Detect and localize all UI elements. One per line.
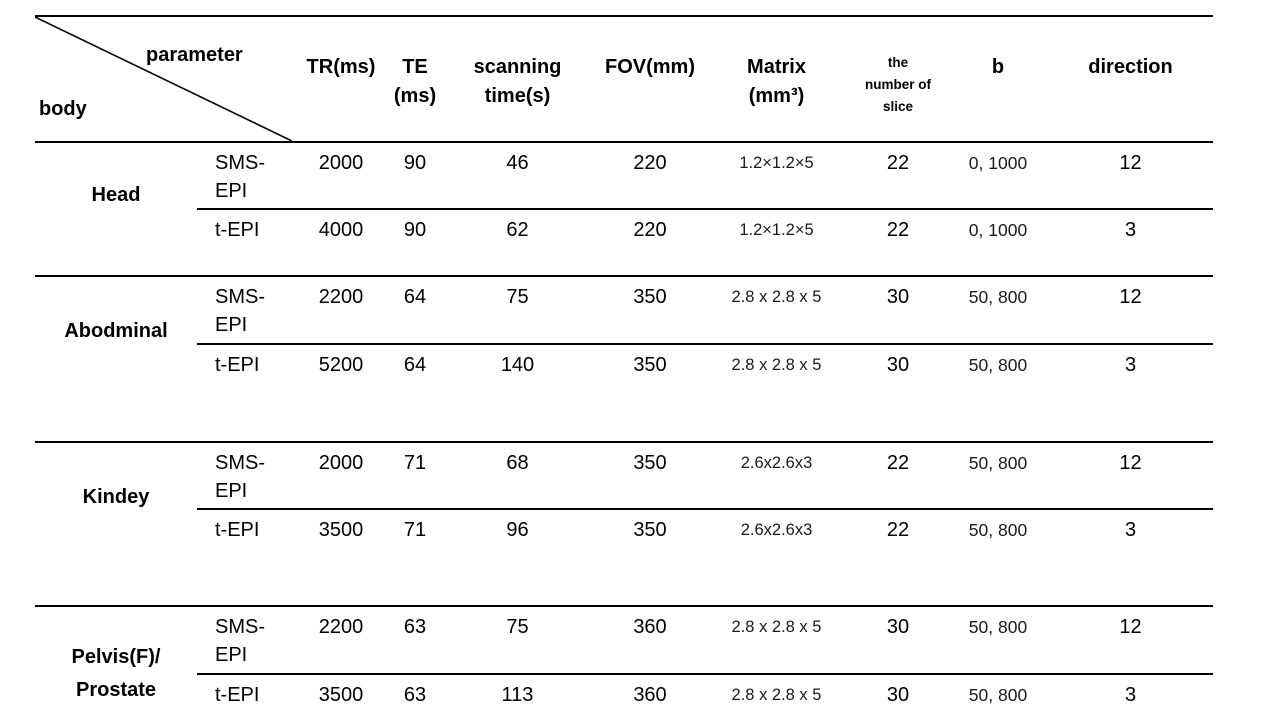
corner-cell: parameter body <box>35 15 292 143</box>
cell-fov: 350 <box>595 345 705 443</box>
cell-tr: 2000 <box>292 143 390 210</box>
diagonal-line <box>35 17 292 141</box>
cell-slices: 22 <box>848 210 948 277</box>
cell-matrix: 2.6x2.6x3 <box>705 443 848 510</box>
body-label-pelvis-prostate: Pelvis(F)/Prostate <box>71 646 161 701</box>
body-label-head: Head <box>35 143 197 277</box>
cell-tr: 2200 <box>292 607 390 675</box>
cell-b-value: 50, 800 <box>948 277 1048 345</box>
cell-sequence: t-EPI <box>197 210 292 277</box>
cell-te: 71 <box>390 443 440 510</box>
cell-sequence: t-EPI <box>197 510 292 607</box>
cell-slices: 22 <box>848 443 948 510</box>
parameter-table: parameter body TR(ms) TE (ms) scanning tim… <box>35 15 1213 720</box>
cell-fov: 220 <box>595 210 705 277</box>
cell-slices: 22 <box>848 510 948 607</box>
cell-b-value: 0, 1000 <box>948 143 1048 210</box>
cell-b-value: 0, 1000 <box>948 210 1048 277</box>
cell-slices: 30 <box>848 277 948 345</box>
header-fov: FOV(mm) <box>595 15 705 143</box>
cell-direction: 12 <box>1048 143 1213 210</box>
cell-sequence: SMS- EPI <box>197 277 292 345</box>
cell-direction: 3 <box>1048 345 1213 443</box>
cell-scanning-time: 75 <box>440 607 595 675</box>
cell-b-value: 50, 800 <box>948 443 1048 510</box>
cell-fov: 350 <box>595 277 705 345</box>
cell-te: 63 <box>390 607 440 675</box>
cell-b-value: 50, 800 <box>948 510 1048 607</box>
cell-te: 71 <box>390 510 440 607</box>
cell-sequence: SMS- EPI <box>197 607 292 675</box>
cell-matrix: 2.8 x 2.8 x 5 <box>731 686 822 704</box>
cell-matrix: 2.6x2.6x3 <box>705 510 848 607</box>
cell-direction: 12 <box>1048 277 1213 345</box>
cell-sequence: t-EPI <box>215 684 260 706</box>
cell-fov: 360 <box>633 684 667 706</box>
cell-scanning-time: 62 <box>440 210 595 277</box>
cell-matrix: 1.2×1.2×5 <box>705 143 848 210</box>
cell-scanning-time: 96 <box>440 510 595 607</box>
cell-tr: 4000 <box>292 210 390 277</box>
cell-fov: 360 <box>595 607 705 675</box>
cell-te: 63 <box>403 684 427 706</box>
body-label-kindey: Kindey <box>35 443 197 607</box>
cell-tr: 3500 <box>292 510 390 607</box>
cell-b-value: 50, 800 <box>948 345 1048 443</box>
cell-direction: 3 <box>1048 210 1213 277</box>
cell-scanning-time: 75 <box>440 277 595 345</box>
header-matrix: Matrix (mm³) <box>705 15 848 143</box>
cell-slices: 22 <box>848 143 948 210</box>
cell-te: 64 <box>390 345 440 443</box>
header-number-of-slice: the number of slice <box>848 15 948 143</box>
cell-fov: 350 <box>595 510 705 607</box>
cell-direction: 3 <box>1048 510 1213 607</box>
cell-te: 90 <box>390 143 440 210</box>
cell-matrix: 2.8 x 2.8 x 5 <box>705 277 848 345</box>
cell-tr: 2200 <box>292 277 390 345</box>
cell-b-value: 50, 800 <box>968 685 1028 705</box>
corner-parameter-label: parameter <box>146 44 243 66</box>
cell-sequence: SMS- EPI <box>197 443 292 510</box>
cell-slices: 30 <box>848 345 948 443</box>
body-label-abodminal: Abodminal <box>35 277 197 443</box>
cell-scanning-time: 113 <box>501 684 534 706</box>
header-scanning-time: scanning time(s) <box>440 15 595 143</box>
cell-slices: 30 <box>848 607 948 675</box>
cell-matrix: 2.8 x 2.8 x 5 <box>705 345 848 443</box>
cell-tr: 2000 <box>292 443 390 510</box>
cell-scanning-time: 140 <box>440 345 595 443</box>
cell-slices: 30 <box>886 684 910 706</box>
cell-tr: 5200 <box>292 345 390 443</box>
cell-b-value: 50, 800 <box>948 607 1048 675</box>
header-direction: direction <box>1048 15 1213 143</box>
cell-fov: 220 <box>595 143 705 210</box>
cell-fov: 350 <box>595 443 705 510</box>
cell-tr: 3500 <box>318 684 364 706</box>
cell-sequence: t-EPI <box>197 345 292 443</box>
cell-te: 90 <box>390 210 440 277</box>
cell-matrix: 2.8 x 2.8 x 5 <box>705 607 848 675</box>
cell-scanning-time: 68 <box>440 443 595 510</box>
header-b-value: b <box>948 15 1048 143</box>
corner-body-label: body <box>39 98 87 120</box>
cell-direction: 12 <box>1048 607 1213 675</box>
header-te: TE (ms) <box>390 15 440 143</box>
header-tr: TR(ms) <box>292 15 390 143</box>
cell-direction: 12 <box>1048 443 1213 510</box>
cell-sequence: SMS- EPI <box>197 143 292 210</box>
cell-direction: 3 <box>1124 684 1137 706</box>
cell-matrix: 1.2×1.2×5 <box>705 210 848 277</box>
cell-scanning-time: 46 <box>440 143 595 210</box>
cell-te: 64 <box>390 277 440 345</box>
